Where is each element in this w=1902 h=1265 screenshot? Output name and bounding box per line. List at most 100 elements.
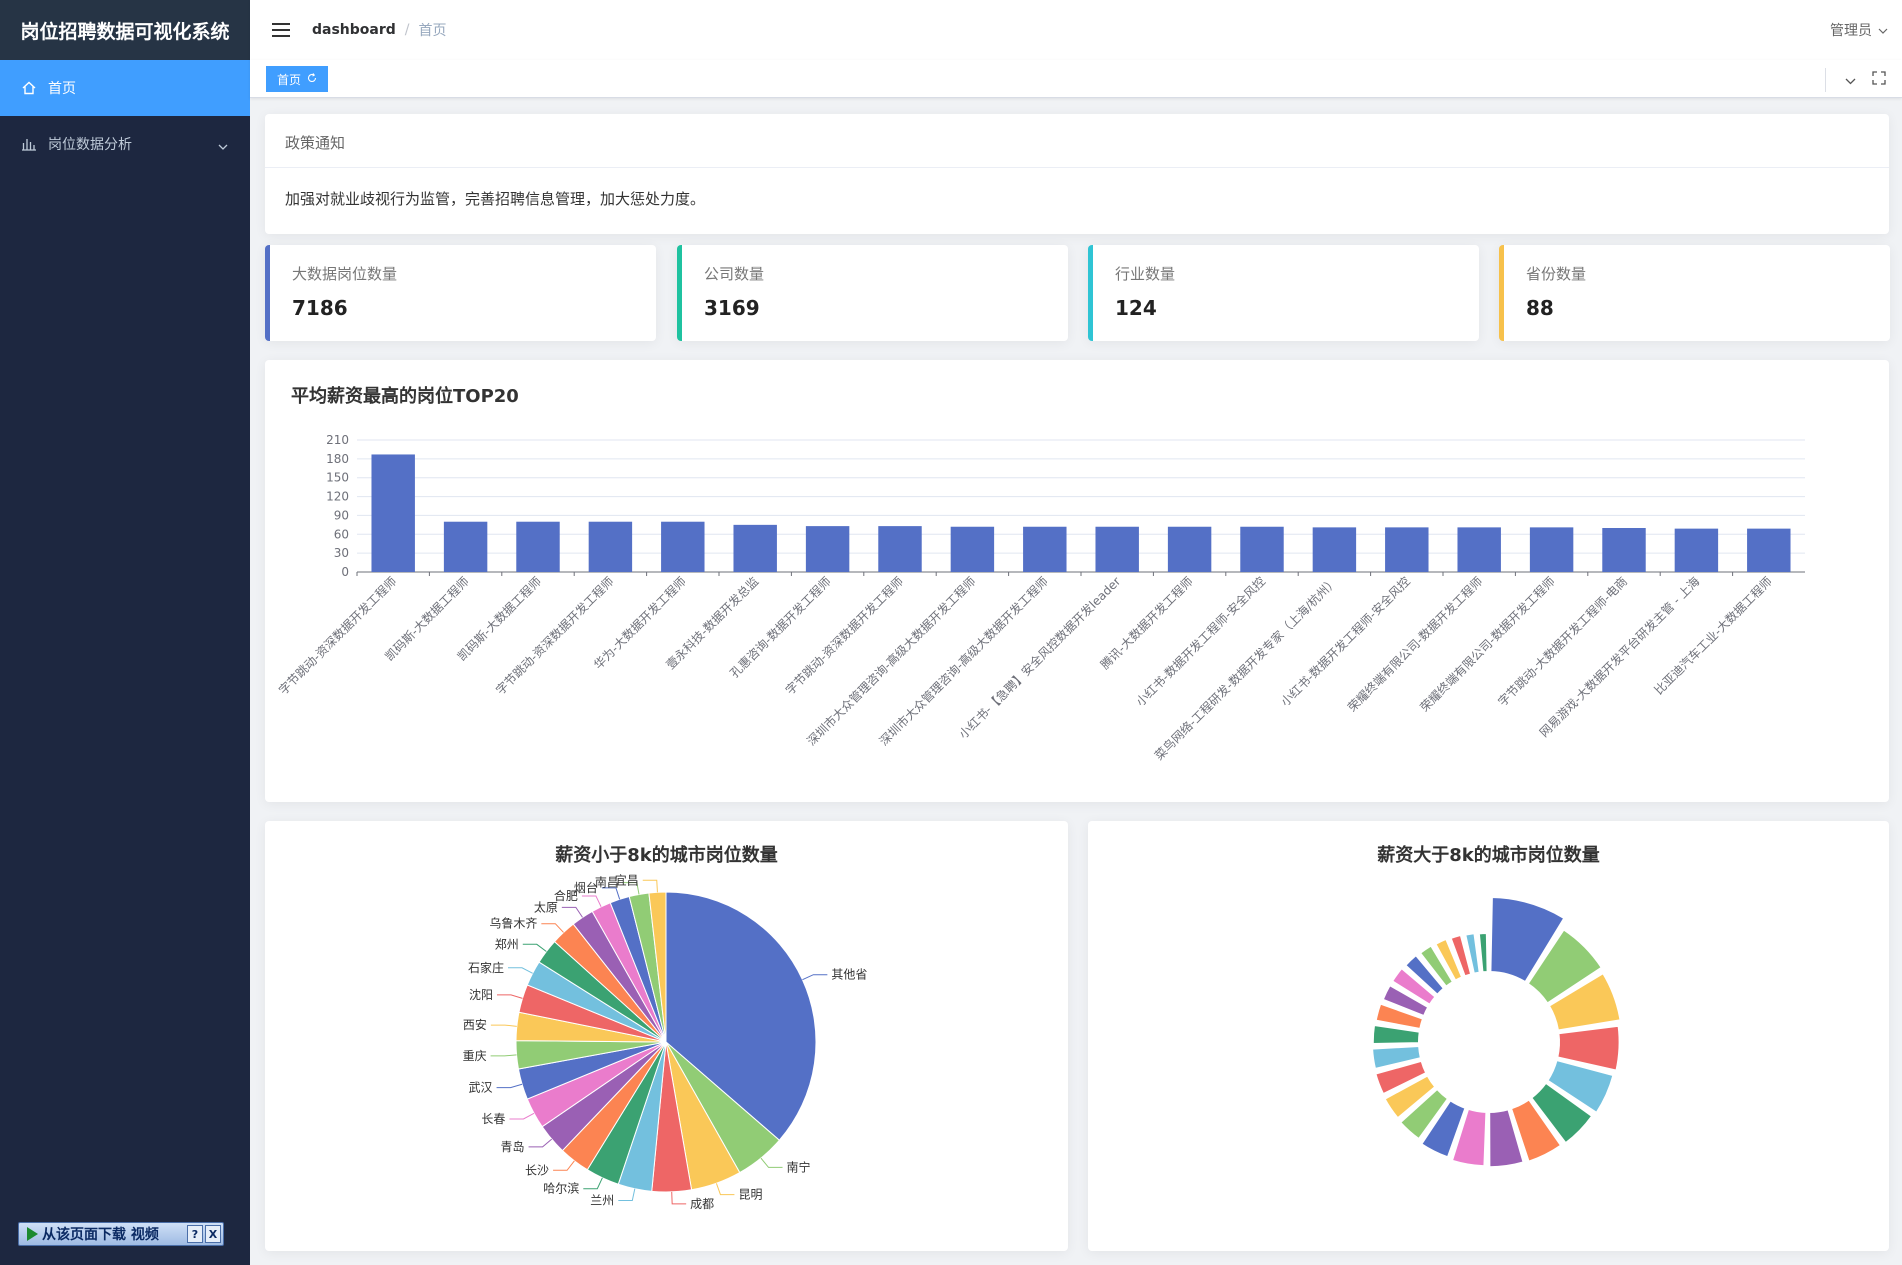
download-video-bar[interactable]: 从该页面下载 视频 ? X: [18, 1222, 224, 1246]
label-line: [642, 879, 658, 893]
breadcrumb-current: 首页: [418, 23, 447, 39]
rose-slice: [1383, 1074, 1437, 1120]
x-tick-label: 小红书-数据开发工程师-安全风控: [1277, 574, 1413, 710]
x-tick-label: 比亚迪汽车工业-大数据工程师: [1651, 574, 1775, 698]
stat-label: 省份数量: [1526, 265, 1587, 283]
bar: [878, 526, 922, 572]
label-line: [583, 1177, 603, 1190]
chart-title: 薪资大于8k的城市岗位数量: [1377, 845, 1600, 866]
bar: [588, 521, 633, 572]
x-tick-label: 字节跳动-大数据开发工程师-电商: [1495, 574, 1631, 710]
navbar: dashboard / 首页 管理员: [250, 0, 1902, 60]
bar: [733, 524, 777, 572]
label-line: [760, 1157, 783, 1168]
x-tick-label: 字节跳动-资深数据开发工程师: [782, 574, 906, 698]
label-line: [601, 887, 621, 900]
slice-label: 其他省: [831, 968, 867, 982]
y-tick-label: 180: [326, 452, 349, 466]
slice-label: 郑州: [495, 936, 519, 951]
tab-label: 首页: [277, 72, 302, 87]
slice-label: 西安: [463, 1017, 487, 1032]
label-line: [490, 1024, 517, 1027]
fullscreen-icon[interactable]: [1872, 70, 1886, 89]
high-salary-city-pie-card: 薪资大于8k的城市岗位数量: [1088, 821, 1889, 1251]
sidebar-item-home[interactable]: 首页: [0, 60, 250, 116]
y-tick-label: 30: [334, 546, 349, 560]
bar: [661, 521, 705, 572]
breadcrumb-separator: /: [404, 22, 410, 38]
rose-slice: [1477, 932, 1489, 974]
top20-salary-bar-chart: 0306090120150180210字节跳动-资深数据开发工程师凯码斯-大数据…: [275, 433, 1805, 763]
slice-label: 乌鲁木齐: [489, 916, 537, 931]
help-button[interactable]: ?: [187, 1225, 203, 1243]
chevron-down-icon: [1878, 22, 1888, 38]
notice-content: 加强对就业歧视行为监管，完善招聘信息管理，加大惩处力度。: [285, 190, 706, 208]
tab-home[interactable]: 首页: [266, 66, 329, 92]
y-tick-label: 0: [341, 565, 349, 579]
label-line: [553, 1160, 575, 1171]
bar: [950, 526, 995, 572]
bar: [1240, 526, 1284, 572]
x-tick-label: 深圳市大众管理咨询-高级大数据开发工程师: [804, 574, 979, 749]
slice-label: 宜昌: [615, 872, 639, 887]
label-line: [561, 906, 583, 918]
x-tick-label: 网易游戏-大数据开发平台研发主管 - 上海: [1536, 574, 1702, 740]
rose-slice: [1374, 1002, 1424, 1030]
slice-label: 青岛: [501, 1139, 525, 1154]
label-line: [541, 923, 564, 933]
y-tick-label: 150: [326, 471, 349, 485]
slice-label: 南昌: [595, 875, 619, 890]
label-line: [509, 1112, 535, 1120]
rose-slice: [1510, 1098, 1563, 1163]
slice-label: 哈尔滨: [543, 1181, 579, 1196]
bar: [1602, 528, 1646, 572]
sidebar-item-job-analysis[interactable]: 岗位数据分析: [0, 116, 250, 172]
x-tick-label: 深圳市大众管理咨询-高级大数据开发工程师: [876, 574, 1051, 749]
bar: [1167, 526, 1212, 572]
label-line: [581, 895, 602, 907]
y-tick-label: 60: [334, 527, 349, 541]
label-line: [490, 1054, 517, 1057]
rose-slice: [1371, 1044, 1422, 1070]
chart-title: 薪资小于8k的城市岗位数量: [555, 845, 778, 866]
bar: [1023, 526, 1067, 572]
slice-label: 兰州: [590, 1193, 614, 1207]
rose-slice: [1450, 1107, 1488, 1168]
user-menu[interactable]: 管理员: [1830, 20, 1888, 40]
top20-salary-chart-card: 平均薪资最高的岗位TOP20 0 30 60 90 120 150 180 210 字节跳动-资…: [265, 360, 1889, 802]
rose-slice: [1381, 984, 1430, 1018]
rose-slice: [1547, 972, 1622, 1032]
rose-slice: [1434, 937, 1464, 982]
slice-label: 昆明: [738, 1188, 762, 1202]
bar: [1312, 527, 1357, 572]
rose-slice: [1546, 1059, 1615, 1114]
bar: [1095, 526, 1139, 572]
label-line: [671, 1191, 687, 1205]
refresh-icon[interactable]: [307, 72, 317, 86]
stat-value: 124: [1115, 296, 1157, 320]
sidebar: 岗位招聘数据可视化系统 首页 岗位数据分析 从该页面下载 视频 ? X: [0, 0, 250, 1265]
label-line: [508, 967, 533, 974]
slice-label: 沈阳: [469, 987, 493, 1002]
rose-slice: [1464, 932, 1481, 975]
close-button[interactable]: X: [205, 1225, 221, 1243]
download-video-label: 从该页面下载 视频: [42, 1227, 159, 1243]
y-tick-label: 120: [326, 490, 349, 504]
pie-slice: [665, 891, 817, 1141]
sidebar-item-label: 首页: [48, 81, 76, 97]
user-name: 管理员: [1830, 23, 1872, 39]
x-tick-label: 小红书-【急聘】安全风控数据开发leader: [955, 573, 1123, 741]
bar: [516, 521, 560, 572]
breadcrumb: dashboard / 首页: [312, 20, 447, 40]
bar: [1674, 528, 1719, 572]
stat-value: 3169: [704, 296, 760, 320]
bar: [805, 526, 850, 572]
rose-slice: [1399, 1087, 1450, 1141]
stat-value: 88: [1526, 296, 1554, 320]
slice-label: 南宁: [787, 1159, 811, 1174]
breadcrumb-dashboard[interactable]: dashboard: [312, 22, 396, 38]
notice-title: 政策通知: [265, 114, 1889, 168]
chevron-down-icon[interactable]: [1845, 70, 1856, 89]
hamburger-icon[interactable]: [272, 21, 290, 39]
stat-label: 公司数量: [704, 265, 765, 283]
